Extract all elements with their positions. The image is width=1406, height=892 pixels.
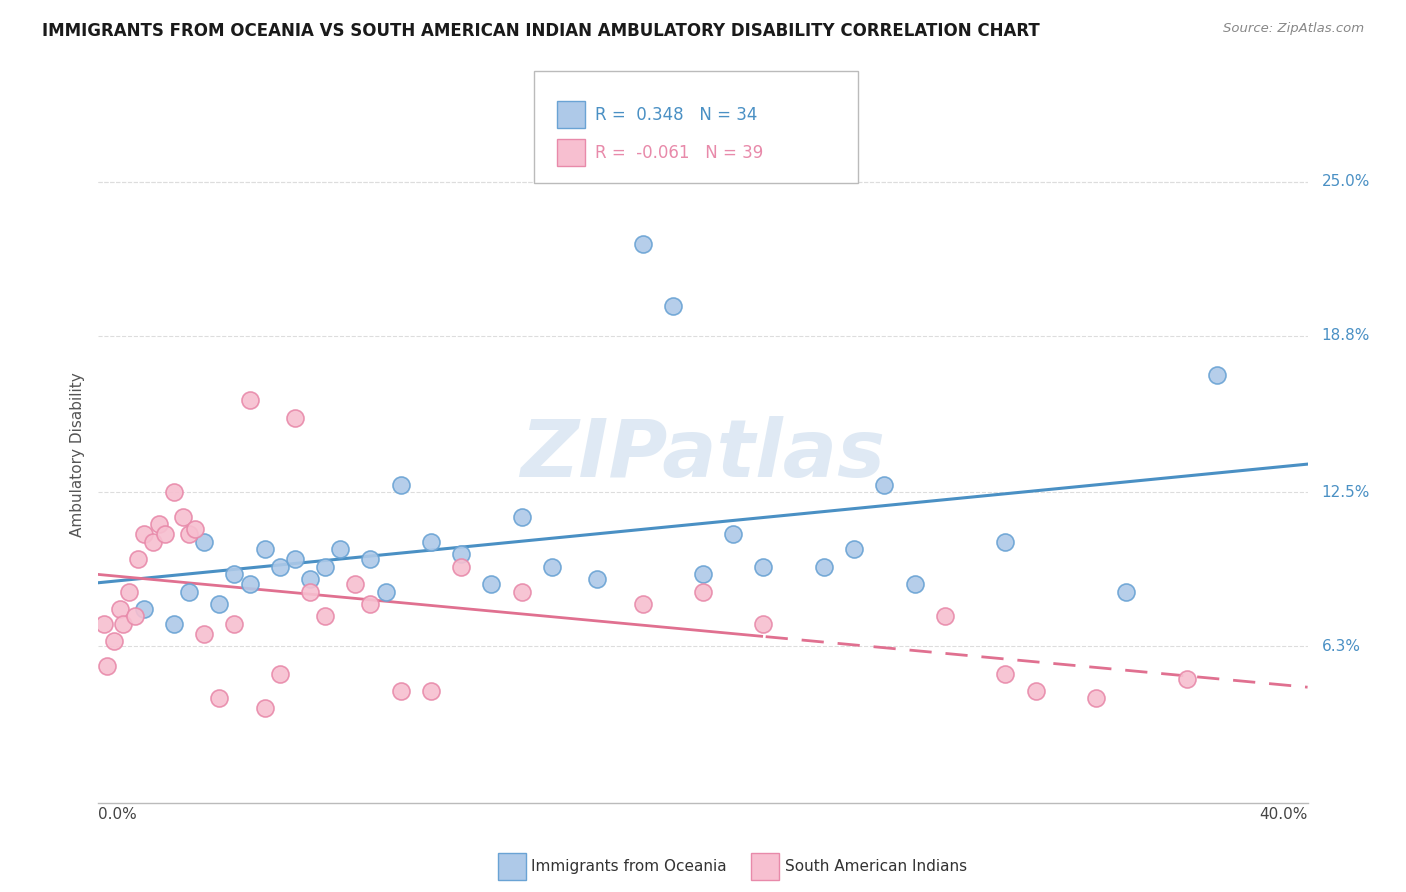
Point: [692, 567, 714, 582]
Point: [269, 666, 291, 681]
Point: [873, 477, 896, 491]
Point: [374, 584, 396, 599]
Point: [132, 602, 155, 616]
Point: [239, 393, 262, 408]
Point: [692, 584, 714, 599]
Point: [208, 597, 231, 611]
Point: [360, 552, 382, 566]
Point: [661, 299, 683, 313]
Point: [420, 684, 443, 698]
Point: [344, 577, 367, 591]
Point: [389, 477, 412, 491]
Point: [118, 584, 141, 599]
Point: [1206, 368, 1229, 383]
Y-axis label: Ambulatory Disability: Ambulatory Disability: [69, 373, 84, 537]
Point: [389, 684, 412, 698]
Point: [253, 542, 276, 557]
Point: [239, 577, 262, 591]
Point: [93, 616, 115, 631]
Point: [153, 527, 176, 541]
Point: [179, 527, 201, 541]
Point: [179, 584, 201, 599]
Point: [994, 666, 1017, 681]
Text: 0.0%: 0.0%: [98, 807, 138, 822]
Text: South American Indians: South American Indians: [785, 859, 967, 873]
Point: [284, 410, 307, 425]
Point: [844, 542, 866, 557]
Text: 6.3%: 6.3%: [1322, 639, 1361, 654]
Point: [904, 577, 927, 591]
Point: [299, 584, 322, 599]
Point: [124, 609, 146, 624]
Point: [1024, 684, 1046, 698]
Point: [269, 559, 291, 574]
Point: [142, 535, 165, 549]
Point: [723, 527, 745, 541]
Point: [127, 552, 149, 566]
Point: [631, 236, 654, 251]
Point: [208, 691, 231, 706]
Point: [314, 609, 336, 624]
Point: [224, 616, 246, 631]
Point: [360, 597, 382, 611]
Text: R =  0.348   N = 34: R = 0.348 N = 34: [595, 106, 756, 124]
Point: [284, 552, 307, 566]
Point: [184, 523, 207, 537]
Point: [193, 627, 215, 641]
Text: 40.0%: 40.0%: [1260, 807, 1308, 822]
Point: [163, 616, 186, 631]
Point: [481, 577, 503, 591]
Text: 25.0%: 25.0%: [1322, 174, 1369, 189]
Point: [813, 559, 835, 574]
Point: [752, 616, 775, 631]
Point: [132, 527, 155, 541]
Point: [450, 547, 472, 561]
Point: [540, 559, 562, 574]
Point: [1085, 691, 1108, 706]
Point: [108, 602, 131, 616]
Point: [631, 597, 654, 611]
Point: [934, 609, 956, 624]
Text: 12.5%: 12.5%: [1322, 484, 1369, 500]
Point: [510, 510, 533, 524]
Point: [148, 517, 170, 532]
Point: [193, 535, 215, 549]
Point: [1115, 584, 1137, 599]
Point: [224, 567, 246, 582]
Point: [1175, 672, 1198, 686]
Text: Immigrants from Oceania: Immigrants from Oceania: [531, 859, 727, 873]
Point: [172, 510, 194, 524]
Text: IMMIGRANTS FROM OCEANIA VS SOUTH AMERICAN INDIAN AMBULATORY DISABILITY CORRELATI: IMMIGRANTS FROM OCEANIA VS SOUTH AMERICA…: [42, 22, 1040, 40]
Point: [111, 616, 134, 631]
Point: [994, 535, 1017, 549]
Text: 18.8%: 18.8%: [1322, 328, 1369, 343]
Point: [314, 559, 336, 574]
Point: [163, 485, 186, 500]
Point: [299, 572, 322, 586]
Text: R =  -0.061   N = 39: R = -0.061 N = 39: [595, 144, 763, 161]
Point: [752, 559, 775, 574]
Text: Source: ZipAtlas.com: Source: ZipAtlas.com: [1223, 22, 1364, 36]
Text: ZIPatlas: ZIPatlas: [520, 416, 886, 494]
Point: [450, 559, 472, 574]
Point: [420, 535, 443, 549]
Point: [329, 542, 352, 557]
Point: [96, 659, 118, 673]
Point: [253, 701, 276, 715]
Point: [510, 584, 533, 599]
Point: [586, 572, 609, 586]
Point: [103, 634, 125, 648]
